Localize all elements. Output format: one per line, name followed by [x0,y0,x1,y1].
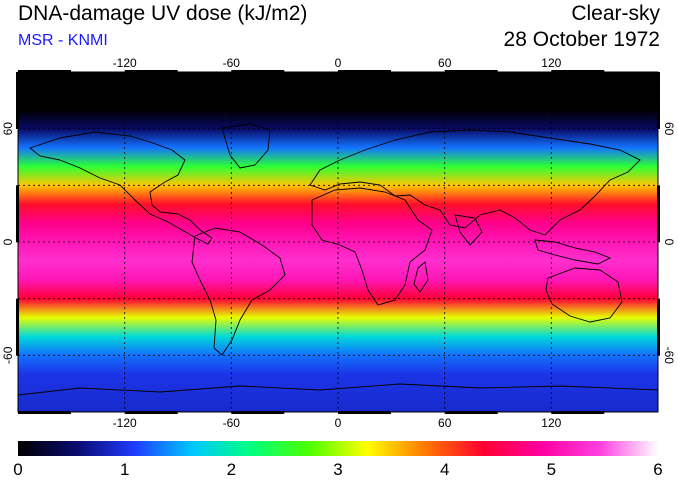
africa-coast [311,187,433,306]
top-lon-label-60: 60 [438,56,452,70]
southeast-asia-islands [534,239,612,265]
bottom-lon-label--60: -60 [223,416,241,430]
source-label: MSR - KNMI [18,32,108,49]
colorbar-label-1: 1 [120,460,129,479]
sky-condition-label: Clear-sky [571,2,660,25]
colorbar-label-6: 6 [653,460,662,479]
frame-scale-bars [16,70,660,414]
top-lon-label-0: 0 [335,56,342,70]
india-coast [454,214,483,246]
graticule [18,72,658,412]
australia-coast [545,267,623,323]
top-lon-label--120: -120 [113,56,137,70]
date-label: 28 October 1972 [503,28,660,51]
colorbar-labels: 0 1 2 3 4 5 6 [13,460,662,479]
left-lat-label--60: -60 [1,346,15,364]
right-lat-label--60: -60 [662,347,676,365]
left-lat-label-0: 0 [1,238,15,245]
bottom-lon-label-120: 120 [541,416,561,430]
left-lat-label-60: 60 [1,122,15,136]
bottom-lon-label-0: 0 [335,416,342,430]
south-america-coast [191,227,286,356]
colorbar [18,441,658,456]
bottom-lon-label-60: 60 [438,416,452,430]
colorbar-label-5: 5 [547,460,556,479]
right-lat-label-0: 0 [662,239,676,246]
colorbar-label-3: 3 [333,460,342,479]
right-lat-label-60: 60 [662,122,676,136]
colorbar-label-4: 4 [440,460,449,479]
map-title: DNA-damage UV dose (kJ/m2) [18,2,308,25]
top-lon-label-120: 120 [541,56,561,70]
coastlines [18,123,658,396]
bottom-lon-label--120: -120 [113,416,137,430]
colorbar-label-2: 2 [227,460,236,479]
madagascar-coast [413,261,429,293]
colorbar-label-0: 0 [13,460,22,479]
north-america-coast [29,131,213,245]
top-lon-label--60: -60 [223,56,241,70]
europe-asia-coast [309,129,641,236]
antarctica-coast [18,383,658,396]
